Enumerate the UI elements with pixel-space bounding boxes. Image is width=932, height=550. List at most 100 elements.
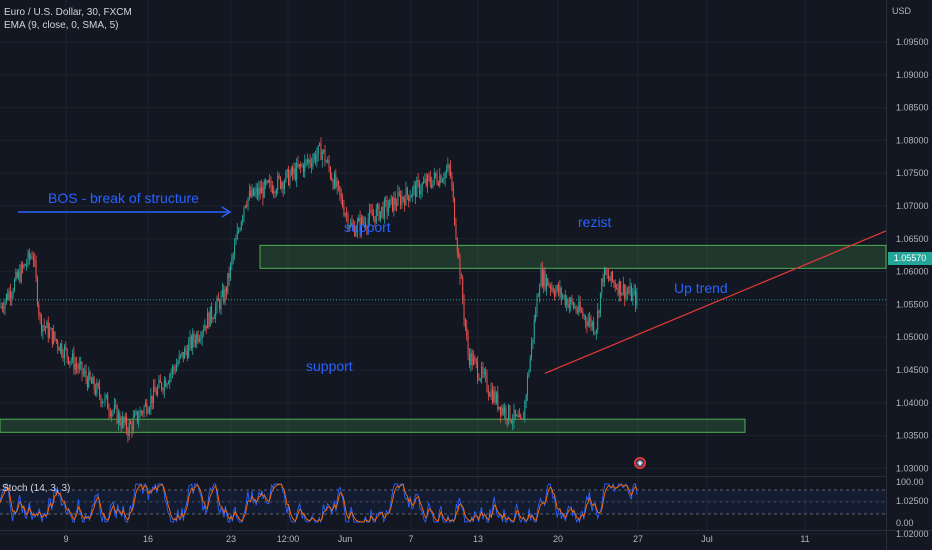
candle-body (633, 290, 635, 293)
candle-body (19, 271, 21, 282)
candle-body (274, 191, 276, 194)
time-tick-label: 11 (800, 534, 809, 544)
candle-body (265, 180, 267, 184)
price-tick-label: 1.05500 (896, 299, 929, 309)
candle-body (134, 413, 136, 418)
candle-body (525, 395, 527, 401)
candle-body (471, 352, 473, 366)
candle-body (278, 175, 280, 178)
candle-body (421, 183, 423, 192)
candle-body (81, 361, 83, 374)
candle-body (95, 389, 96, 394)
candle-body (460, 277, 462, 279)
candle-body (275, 190, 277, 194)
candle-body (59, 343, 61, 351)
candle-body (625, 291, 627, 299)
candle-body (153, 386, 155, 404)
candle-body (506, 418, 508, 421)
candle-body (57, 341, 59, 348)
time-tick-label: Jun (338, 534, 353, 544)
candle-body (362, 217, 364, 223)
candle-body (149, 408, 150, 412)
candle-body (435, 172, 437, 177)
candle-body (138, 417, 140, 422)
symbol-title[interactable]: Euro / U.S. Dollar, 30, FXCM (4, 7, 132, 18)
candle-body (413, 184, 415, 189)
bos-annotation[interactable]: BOS - break of structure (48, 190, 199, 206)
candle-body (53, 331, 55, 344)
candle-body (27, 252, 29, 265)
candle-body (224, 288, 226, 303)
candle-body (41, 316, 42, 332)
candle-body (497, 392, 499, 409)
candle-body (32, 258, 34, 261)
candle-body (61, 343, 63, 355)
candle-body (308, 159, 310, 163)
bos-arrow-head (221, 206, 232, 218)
rezist-annotation[interactable]: rezist (578, 214, 612, 230)
candle-body (533, 319, 535, 339)
candle-body (505, 407, 507, 419)
currency-label[interactable]: USD (892, 6, 912, 16)
candle-body (126, 417, 128, 431)
candle-body (7, 293, 9, 300)
candle-body (12, 291, 14, 295)
candle-body (566, 299, 568, 305)
time-tick-label: 12:00 (277, 534, 300, 544)
current-price-badge: 1.05570 (888, 252, 932, 265)
candle-body (356, 221, 358, 231)
candle-body (447, 165, 449, 171)
candle-body (34, 260, 36, 261)
up-trend-annotation[interactable]: Up trend (674, 280, 728, 296)
candle-body (200, 338, 202, 340)
candle-body (436, 176, 438, 184)
candle-body (520, 414, 522, 419)
candle-body (613, 281, 615, 283)
candle-body (524, 400, 526, 419)
candle-body (606, 274, 608, 276)
candle-body (522, 418, 524, 420)
candle-body (547, 278, 549, 286)
zone-box (0, 418, 746, 433)
candle-body (451, 176, 453, 186)
upper-support-annotation[interactable]: support (344, 219, 391, 235)
candle-body (288, 169, 290, 186)
candle-body (401, 196, 403, 206)
candle-body (72, 353, 74, 361)
candle-body (228, 272, 230, 279)
stoch-legend[interactable]: Stoch (14, 3, 3) (2, 483, 71, 494)
economic-event-icon[interactable]: ◉ (634, 457, 646, 469)
candle-body (302, 165, 304, 173)
candle-body (558, 285, 560, 294)
candle-body (5, 293, 7, 301)
candle-body (612, 271, 614, 282)
candle-body (576, 310, 578, 312)
lower-support-annotation[interactable]: support (306, 358, 353, 374)
candle-body (614, 282, 616, 288)
candle-body (220, 295, 222, 310)
candle-body (396, 204, 398, 206)
ema-legend[interactable]: EMA (9, close, 0, SMA, 5) (4, 20, 119, 31)
candle-body (467, 335, 469, 355)
candle-body (405, 187, 407, 206)
candle-body (382, 206, 384, 218)
time-axis-labels: 9 16 23 12:00 Jun 7 13 20 27 Jul 11 (63, 534, 809, 544)
candle-body (169, 375, 171, 383)
zone-box (259, 244, 887, 269)
candle-body (178, 355, 180, 363)
candle-body (574, 307, 576, 308)
candle-body (367, 219, 369, 229)
candle-body (271, 186, 273, 193)
candle-body (47, 322, 49, 338)
candle-body (109, 412, 111, 416)
candle-body (531, 342, 533, 358)
candle-body (269, 180, 271, 183)
candle-body (352, 225, 354, 227)
candle-body (410, 195, 412, 198)
candle-body (215, 306, 217, 318)
candle-body (235, 239, 237, 245)
candle-body (359, 217, 361, 232)
candle-body (157, 387, 159, 396)
candle-body (80, 361, 82, 364)
